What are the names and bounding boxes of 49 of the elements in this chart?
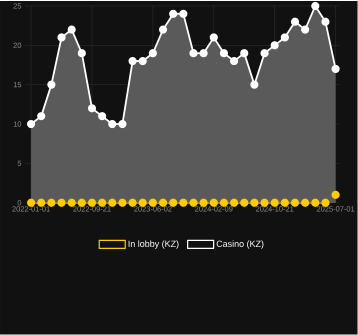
point	[189, 49, 198, 58]
point	[57, 198, 66, 208]
point	[189, 198, 198, 208]
point	[332, 190, 340, 200]
point	[26, 120, 36, 128]
point	[169, 198, 178, 208]
point	[68, 26, 76, 34]
point	[37, 112, 46, 120]
point	[148, 49, 157, 58]
point	[311, 2, 320, 10]
point	[270, 41, 279, 50]
point	[230, 198, 238, 208]
point	[290, 18, 300, 26]
point	[179, 10, 188, 18]
point	[250, 198, 258, 208]
point	[158, 26, 168, 34]
point	[240, 49, 248, 58]
point	[301, 26, 310, 34]
point	[98, 112, 106, 120]
point	[210, 34, 218, 42]
point	[321, 18, 330, 26]
point	[260, 49, 269, 58]
point	[301, 198, 310, 208]
point	[128, 57, 137, 66]
point	[68, 198, 76, 208]
point	[280, 34, 289, 42]
point	[47, 198, 56, 208]
point	[138, 57, 147, 66]
legend-label: In lobby (KZ)	[128, 240, 179, 249]
point	[128, 198, 137, 208]
point	[57, 34, 66, 42]
point	[240, 198, 248, 208]
legend-label: Casino (KZ)	[216, 240, 264, 249]
point	[250, 80, 258, 89]
point	[47, 80, 56, 89]
point	[332, 65, 340, 74]
point	[88, 104, 96, 113]
point	[179, 198, 188, 208]
point	[311, 198, 320, 208]
point	[118, 198, 127, 208]
point	[108, 120, 116, 128]
point	[169, 10, 178, 18]
point	[290, 198, 300, 208]
point	[200, 49, 208, 58]
point	[118, 120, 127, 128]
point	[108, 198, 116, 208]
point	[78, 49, 86, 58]
point	[220, 49, 228, 58]
point	[230, 57, 238, 66]
